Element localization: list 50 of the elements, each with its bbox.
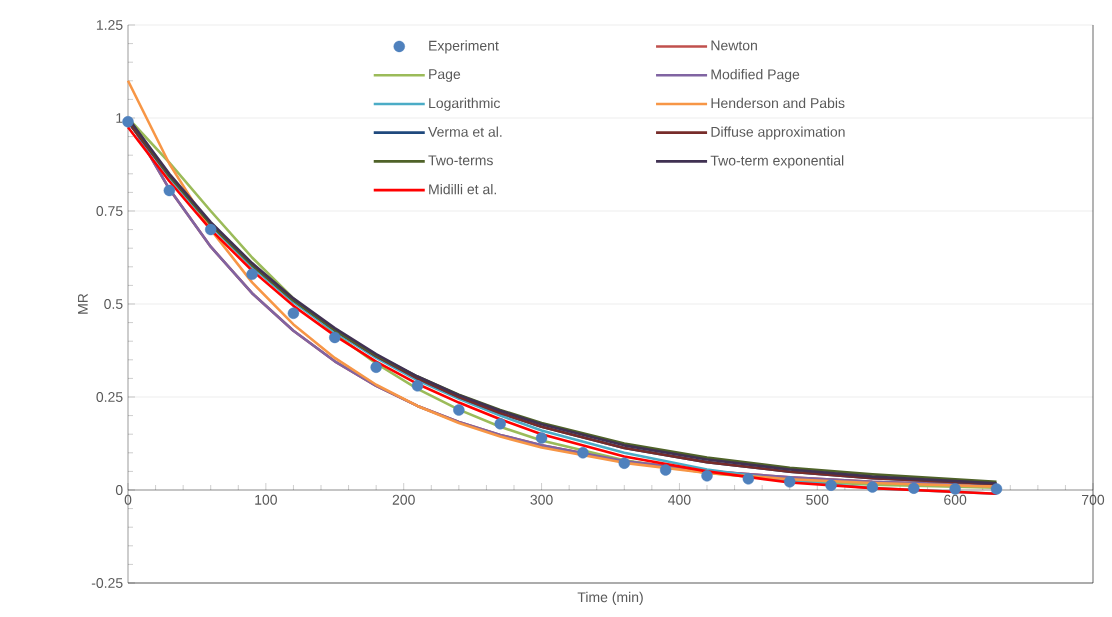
legend-label: Modified Page xyxy=(711,69,800,83)
legend-label: Two-terms xyxy=(428,155,493,166)
legend-label: Diffuse approximation xyxy=(711,126,845,140)
x-tick-label: 100 xyxy=(255,494,277,505)
y-tick-label: 0 xyxy=(115,485,123,495)
point xyxy=(949,483,961,495)
point xyxy=(577,447,589,459)
legend-label: Logarithmic xyxy=(429,97,501,111)
y-tick-label: 1 xyxy=(116,113,123,123)
x-tick-label: 300 xyxy=(530,494,553,505)
legend-label: Experiment xyxy=(429,40,499,54)
y-axis-title: MR xyxy=(78,293,88,314)
y-tick-label: -0.25 xyxy=(91,578,123,588)
legend-label: Henderson and Pabis xyxy=(711,97,845,109)
y-tick-label: 0.5 xyxy=(104,299,123,309)
point xyxy=(866,481,879,493)
point xyxy=(411,380,424,392)
x-axis-title: Time (min) xyxy=(577,591,643,605)
x-tick-label: 500 xyxy=(806,494,829,505)
y-tick-label: 0.75 xyxy=(96,206,123,216)
legend-label: Newton xyxy=(711,40,757,51)
point xyxy=(453,404,465,416)
x-tick-label: 700 xyxy=(1082,494,1105,505)
point xyxy=(742,473,755,485)
x-tick-label: 0 xyxy=(124,494,132,505)
point xyxy=(163,184,176,197)
point xyxy=(122,116,134,128)
y-tick-label: 0.25 xyxy=(96,392,123,402)
point xyxy=(659,464,672,476)
point xyxy=(618,457,630,469)
x-tick-label: 400 xyxy=(668,494,691,505)
x-tick-label: 200 xyxy=(392,494,415,505)
legend-label: Page xyxy=(429,69,461,82)
y-tick-label: 1.25 xyxy=(96,20,123,30)
point xyxy=(825,479,837,491)
point xyxy=(329,331,341,344)
point xyxy=(908,482,920,494)
legend-label: Verma et al. xyxy=(428,126,502,137)
point xyxy=(287,307,300,319)
x-tick-label: 600 xyxy=(944,494,967,505)
point xyxy=(990,483,1003,495)
point xyxy=(535,432,548,444)
point xyxy=(701,470,713,482)
point xyxy=(246,268,258,280)
point xyxy=(205,223,217,236)
point xyxy=(494,418,506,430)
legend-label: Midilli et al. xyxy=(429,183,496,195)
point xyxy=(784,476,796,488)
legend-label: Two-term exponential xyxy=(710,155,844,169)
point xyxy=(370,361,382,373)
